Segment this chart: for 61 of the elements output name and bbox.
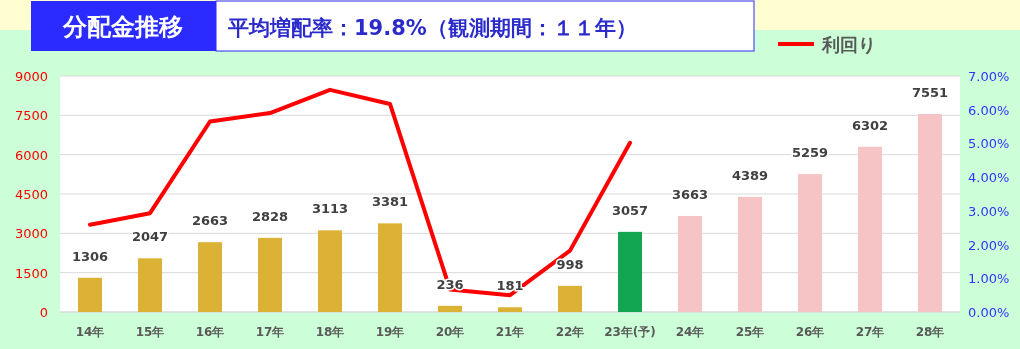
y2-tick-label: 4.00% (968, 170, 1010, 186)
x-tick-label: 28年 (915, 325, 945, 339)
data-label: 3381 (371, 194, 409, 210)
x-tick-label: 16年 (195, 325, 225, 339)
y-tick-label: 9000 (14, 69, 48, 84)
x-tick-label: 20年 (435, 325, 465, 339)
x-tick-label: 15年 (135, 325, 165, 339)
data-label: 4389 (731, 167, 769, 183)
bar (678, 215, 702, 312)
x-tick-label: 18年 (315, 325, 345, 339)
bar (318, 230, 342, 312)
x-tick-label: 24年 (675, 325, 705, 339)
chart-title: 分配金推移 (62, 13, 183, 41)
x-tick-label: 25年 (735, 325, 765, 339)
data-label: 3057 (611, 202, 649, 218)
bar (498, 307, 522, 312)
y2-tick-label: 6.00% (968, 102, 1010, 118)
data-label: 998 (556, 256, 584, 272)
y-tick-label: 0 (39, 305, 48, 320)
data-label: 3113 (311, 201, 349, 217)
data-label: 2828 (251, 208, 289, 224)
y-tick-label: 4500 (14, 187, 48, 202)
data-label: 2663 (191, 213, 229, 229)
y-tick-label: 3000 (14, 226, 48, 242)
y-tick-label: 7500 (14, 108, 48, 124)
legend-label: 利回り (821, 34, 876, 55)
bar (918, 114, 942, 312)
bar (738, 196, 762, 312)
data-label: 1306 (71, 248, 109, 264)
bar (78, 277, 102, 312)
x-tick-label: 21年 (495, 325, 525, 339)
data-label: 5259 (791, 145, 829, 161)
bar (618, 231, 642, 312)
y-tick-label: 6000 (14, 147, 48, 163)
bar (258, 237, 282, 312)
x-tick-label: 22年 (555, 325, 585, 339)
x-tick-label: 23年(予) (604, 325, 656, 339)
bar (378, 223, 402, 312)
bar (198, 242, 222, 312)
x-tick-label: 19年 (375, 325, 405, 339)
chart-subtitle: 平均増配率：19.8%（観測期間：１１年） (227, 16, 637, 40)
y2-tick-label: 0.00% (968, 305, 1010, 320)
bar (558, 285, 582, 312)
bar (138, 258, 162, 312)
data-label: 6302 (851, 117, 889, 133)
x-tick-label: 17年 (255, 325, 285, 339)
bar (798, 174, 822, 312)
y2-tick-label: 1.00% (968, 271, 1010, 287)
y2-tick-label: 7.00% (968, 69, 1010, 84)
x-tick-label: 14年 (75, 325, 105, 339)
data-label: 2047 (131, 229, 169, 245)
y-tick-label: 1500 (14, 265, 48, 281)
y2-tick-label: 5.00% (968, 136, 1010, 152)
bar (438, 305, 462, 312)
data-label: 7551 (911, 85, 949, 100)
bar (858, 146, 882, 312)
data-label: 3663 (671, 186, 709, 202)
y2-tick-label: 2.00% (968, 237, 1010, 253)
x-tick-label: 26年 (795, 325, 825, 339)
y2-tick-label: 3.00% (968, 203, 1010, 219)
x-tick-label: 27年 (855, 325, 885, 339)
